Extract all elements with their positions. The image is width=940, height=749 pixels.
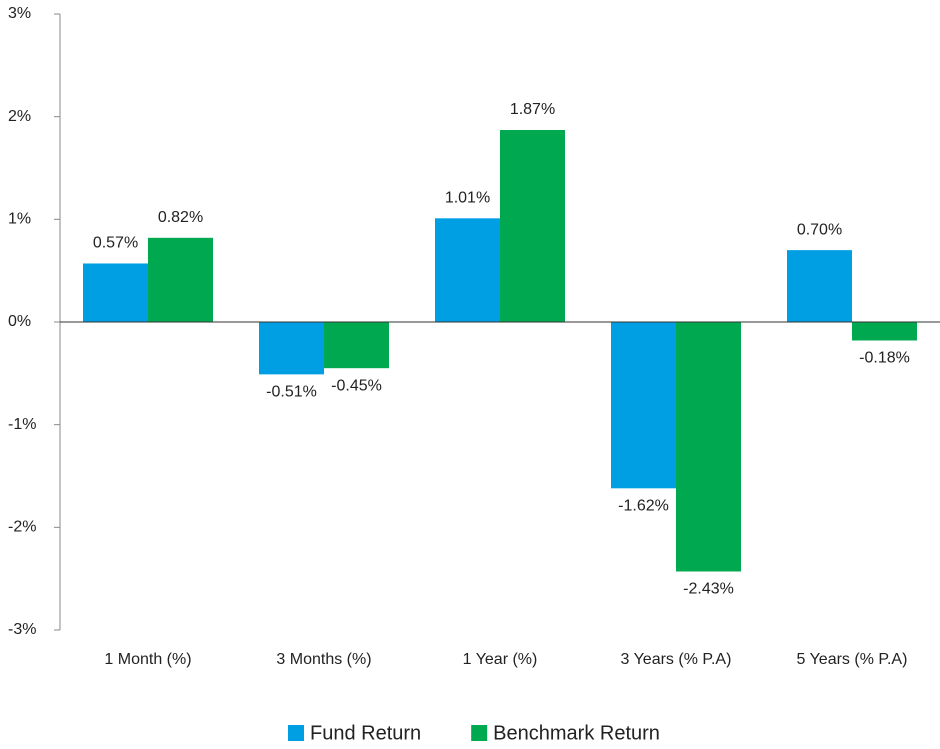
data-label: -0.45% xyxy=(331,377,382,394)
y-tick-label: 0% xyxy=(8,313,31,330)
x-tick-label: 1 Month (%) xyxy=(104,651,191,668)
legend-label: Fund Return xyxy=(310,722,421,744)
data-label: -2.43% xyxy=(683,581,734,598)
data-label: 0.82% xyxy=(158,209,203,226)
bar xyxy=(148,237,213,322)
y-tick-label: -3% xyxy=(8,621,36,638)
x-tick-label: 3 Years (% P.A) xyxy=(621,651,732,668)
legend-swatch xyxy=(471,725,488,741)
bar xyxy=(787,250,852,322)
x-tick-label: 3 Months (%) xyxy=(276,651,371,668)
bar xyxy=(852,322,917,341)
bar xyxy=(83,263,148,322)
y-tick-label: 1% xyxy=(8,211,31,228)
data-label: 0.70% xyxy=(797,221,842,238)
legend: Fund Return Benchmark Return xyxy=(288,722,660,744)
bar xyxy=(435,218,500,322)
x-tick-label: 1 Year (%) xyxy=(463,651,538,668)
legend-swatch xyxy=(288,725,304,741)
y-tick-label: -1% xyxy=(8,416,36,433)
data-label: 1.87% xyxy=(510,101,555,118)
bar xyxy=(259,322,324,375)
bar xyxy=(611,322,676,489)
data-label: -0.51% xyxy=(266,384,317,401)
data-label: 1.01% xyxy=(445,190,490,207)
data-label: 0.57% xyxy=(93,235,138,252)
bar xyxy=(676,322,741,572)
data-label: -1.62% xyxy=(618,498,669,515)
y-tick-label: 3% xyxy=(8,5,31,22)
data-label: -0.18% xyxy=(859,350,910,367)
bar xyxy=(500,130,565,322)
legend-label: Benchmark Return xyxy=(493,722,660,744)
y-tick-label: -2% xyxy=(8,519,36,536)
x-tick-label: 5 Years (% P.A) xyxy=(797,651,908,668)
bar xyxy=(324,322,389,369)
y-tick-label: 2% xyxy=(8,108,31,125)
